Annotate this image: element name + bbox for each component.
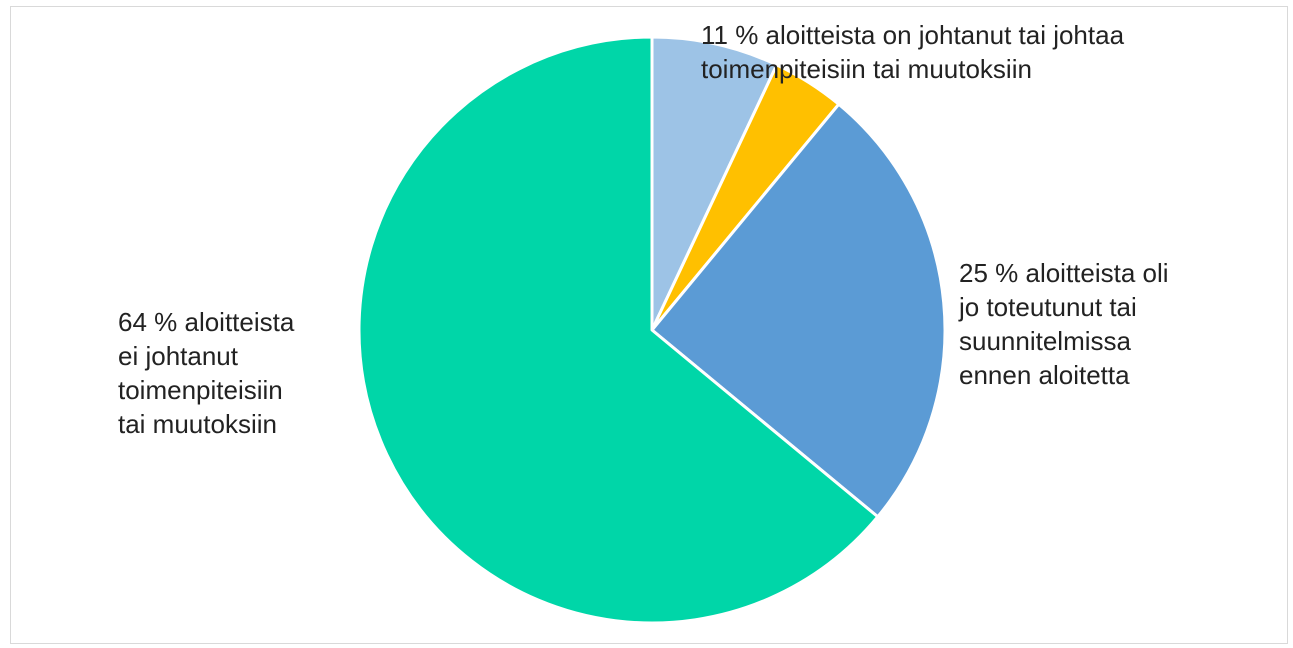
pie-slice-64-percent: [357, 35, 880, 625]
pie-slice-25-percent: [650, 102, 947, 519]
pie-slice-7-percent: [650, 35, 779, 332]
data-label-64-percent: 64 % aloitteista ei johtanut toimenpitei…: [118, 307, 295, 439]
data-label-25-percent: 25 % aloitteista oli jo toteutunut tai s…: [959, 258, 1169, 390]
data-label-11-percent: 11 % aloitteista on johtanut tai johtaa …: [701, 20, 1125, 84]
